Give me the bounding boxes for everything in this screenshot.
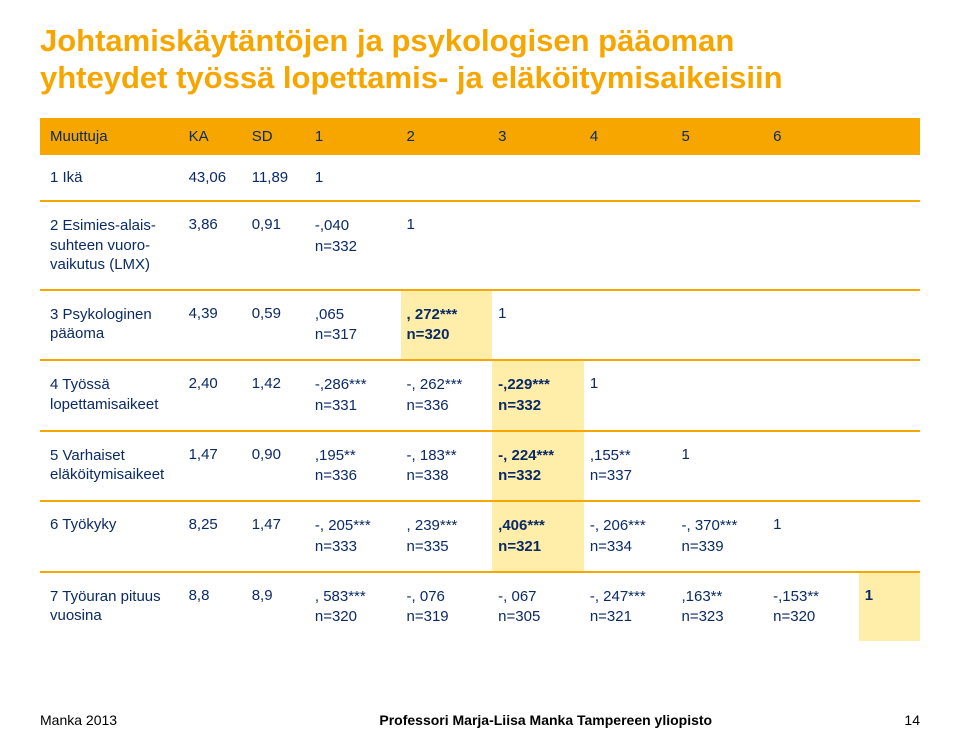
cell-sd: 1,42	[246, 360, 309, 431]
footer-source: Manka 2013	[40, 712, 117, 728]
cell-ka: 2,40	[183, 360, 246, 431]
cell: , 239*** n=335	[401, 501, 493, 572]
cell-sd: 1,47	[246, 501, 309, 572]
cell: 1	[767, 501, 859, 572]
cell: -, 067 n=305	[492, 572, 584, 642]
cell: -, 076 n=319	[401, 572, 493, 642]
cell: 1	[309, 155, 401, 201]
page-number: 14	[904, 712, 920, 728]
table-row: 3 Psykologinen pääoma 4,39 0,59 ,065 n=3…	[40, 290, 920, 361]
cell-ka: 3,86	[183, 201, 246, 290]
col-6: 6	[767, 118, 859, 155]
page-title: Johtamiskäytäntöjen ja psykologisen pääo…	[40, 22, 920, 96]
cell: 1	[584, 360, 676, 431]
col-4: 4	[584, 118, 676, 155]
table-row: 1 Ikä 43,06 11,89 1	[40, 155, 920, 201]
cell-ka: 8,25	[183, 501, 246, 572]
correlation-table: Muuttuja KA SD 1 2 3 4 5 6 1 Ikä 43,06 1…	[40, 118, 920, 641]
col-sd: SD	[246, 118, 309, 155]
row-label: 1 Ikä	[40, 155, 183, 201]
row-label: 7 Työuran pituus vuosina	[40, 572, 183, 642]
cell-highlight: ,406*** n=321	[492, 501, 584, 572]
table-row: 4 Työssä lopettamisaikeet 2,40 1,42 -,28…	[40, 360, 920, 431]
col-2: 2	[401, 118, 493, 155]
cell: 1	[492, 290, 584, 361]
cell-highlight: -, 224*** n=332	[492, 431, 584, 502]
col-ka: KA	[183, 118, 246, 155]
cell: -, 247*** n=321	[584, 572, 676, 642]
cell-ka: 43,06	[183, 155, 246, 201]
cell-sd: 0,59	[246, 290, 309, 361]
table-row: 7 Työuran pituus vuosina 8,8 8,9 , 583**…	[40, 572, 920, 642]
cell: -, 183** n=338	[401, 431, 493, 502]
row-label: 2 Esimies-alais- suhteen vuoro- vaikutus…	[40, 201, 183, 290]
table-row: 5 Varhaiset eläköitymisaikeet 1,47 0,90 …	[40, 431, 920, 502]
cell-highlight: , 272*** n=320	[401, 290, 493, 361]
cell-sd: 11,89	[246, 155, 309, 201]
footer-center: Professori Marja-Liisa Manka Tampereen y…	[187, 712, 904, 728]
cell-ka: 4,39	[183, 290, 246, 361]
col-1: 1	[309, 118, 401, 155]
col-muuttuja: Muuttuja	[40, 118, 183, 155]
cell-sd: 0,91	[246, 201, 309, 290]
col-3: 3	[492, 118, 584, 155]
footer: Manka 2013 Professori Marja-Liisa Manka …	[40, 712, 920, 728]
cell: ,155** n=337	[584, 431, 676, 502]
table-row: 6 Työkyky 8,25 1,47 -, 205*** n=333 , 23…	[40, 501, 920, 572]
cell-highlight: -,229*** n=332	[492, 360, 584, 431]
cell-sd: 8,9	[246, 572, 309, 642]
cell: 1	[401, 201, 493, 290]
col-blank	[859, 118, 920, 155]
cell: ,195** n=336	[309, 431, 401, 502]
cell: ,163** n=323	[675, 572, 767, 642]
title-line-2: yhteydet työssä lopettamis- ja eläköitym…	[40, 60, 783, 95]
cell: -, 262*** n=336	[401, 360, 493, 431]
cell-ka: 1,47	[183, 431, 246, 502]
cell: ,065 n=317	[309, 290, 401, 361]
cell: -, 205*** n=333	[309, 501, 401, 572]
cell-ka: 8,8	[183, 572, 246, 642]
cell: , 583*** n=320	[309, 572, 401, 642]
cell: -, 370*** n=339	[675, 501, 767, 572]
cell: -,040 n=332	[309, 201, 401, 290]
table-header-row: Muuttuja KA SD 1 2 3 4 5 6	[40, 118, 920, 155]
cell: -,286*** n=331	[309, 360, 401, 431]
cell: 1	[675, 431, 767, 502]
row-label: 3 Psykologinen pääoma	[40, 290, 183, 361]
row-label: 4 Työssä lopettamisaikeet	[40, 360, 183, 431]
cell: -, 206*** n=334	[584, 501, 676, 572]
row-label: 6 Työkyky	[40, 501, 183, 572]
cell-sd: 0,90	[246, 431, 309, 502]
table-row: 2 Esimies-alais- suhteen vuoro- vaikutus…	[40, 201, 920, 290]
title-line-1: Johtamiskäytäntöjen ja psykologisen pääo…	[40, 23, 734, 58]
cell-highlight: 1	[859, 572, 920, 642]
col-5: 5	[675, 118, 767, 155]
row-label: 5 Varhaiset eläköitymisaikeet	[40, 431, 183, 502]
cell: -,153** n=320	[767, 572, 859, 642]
